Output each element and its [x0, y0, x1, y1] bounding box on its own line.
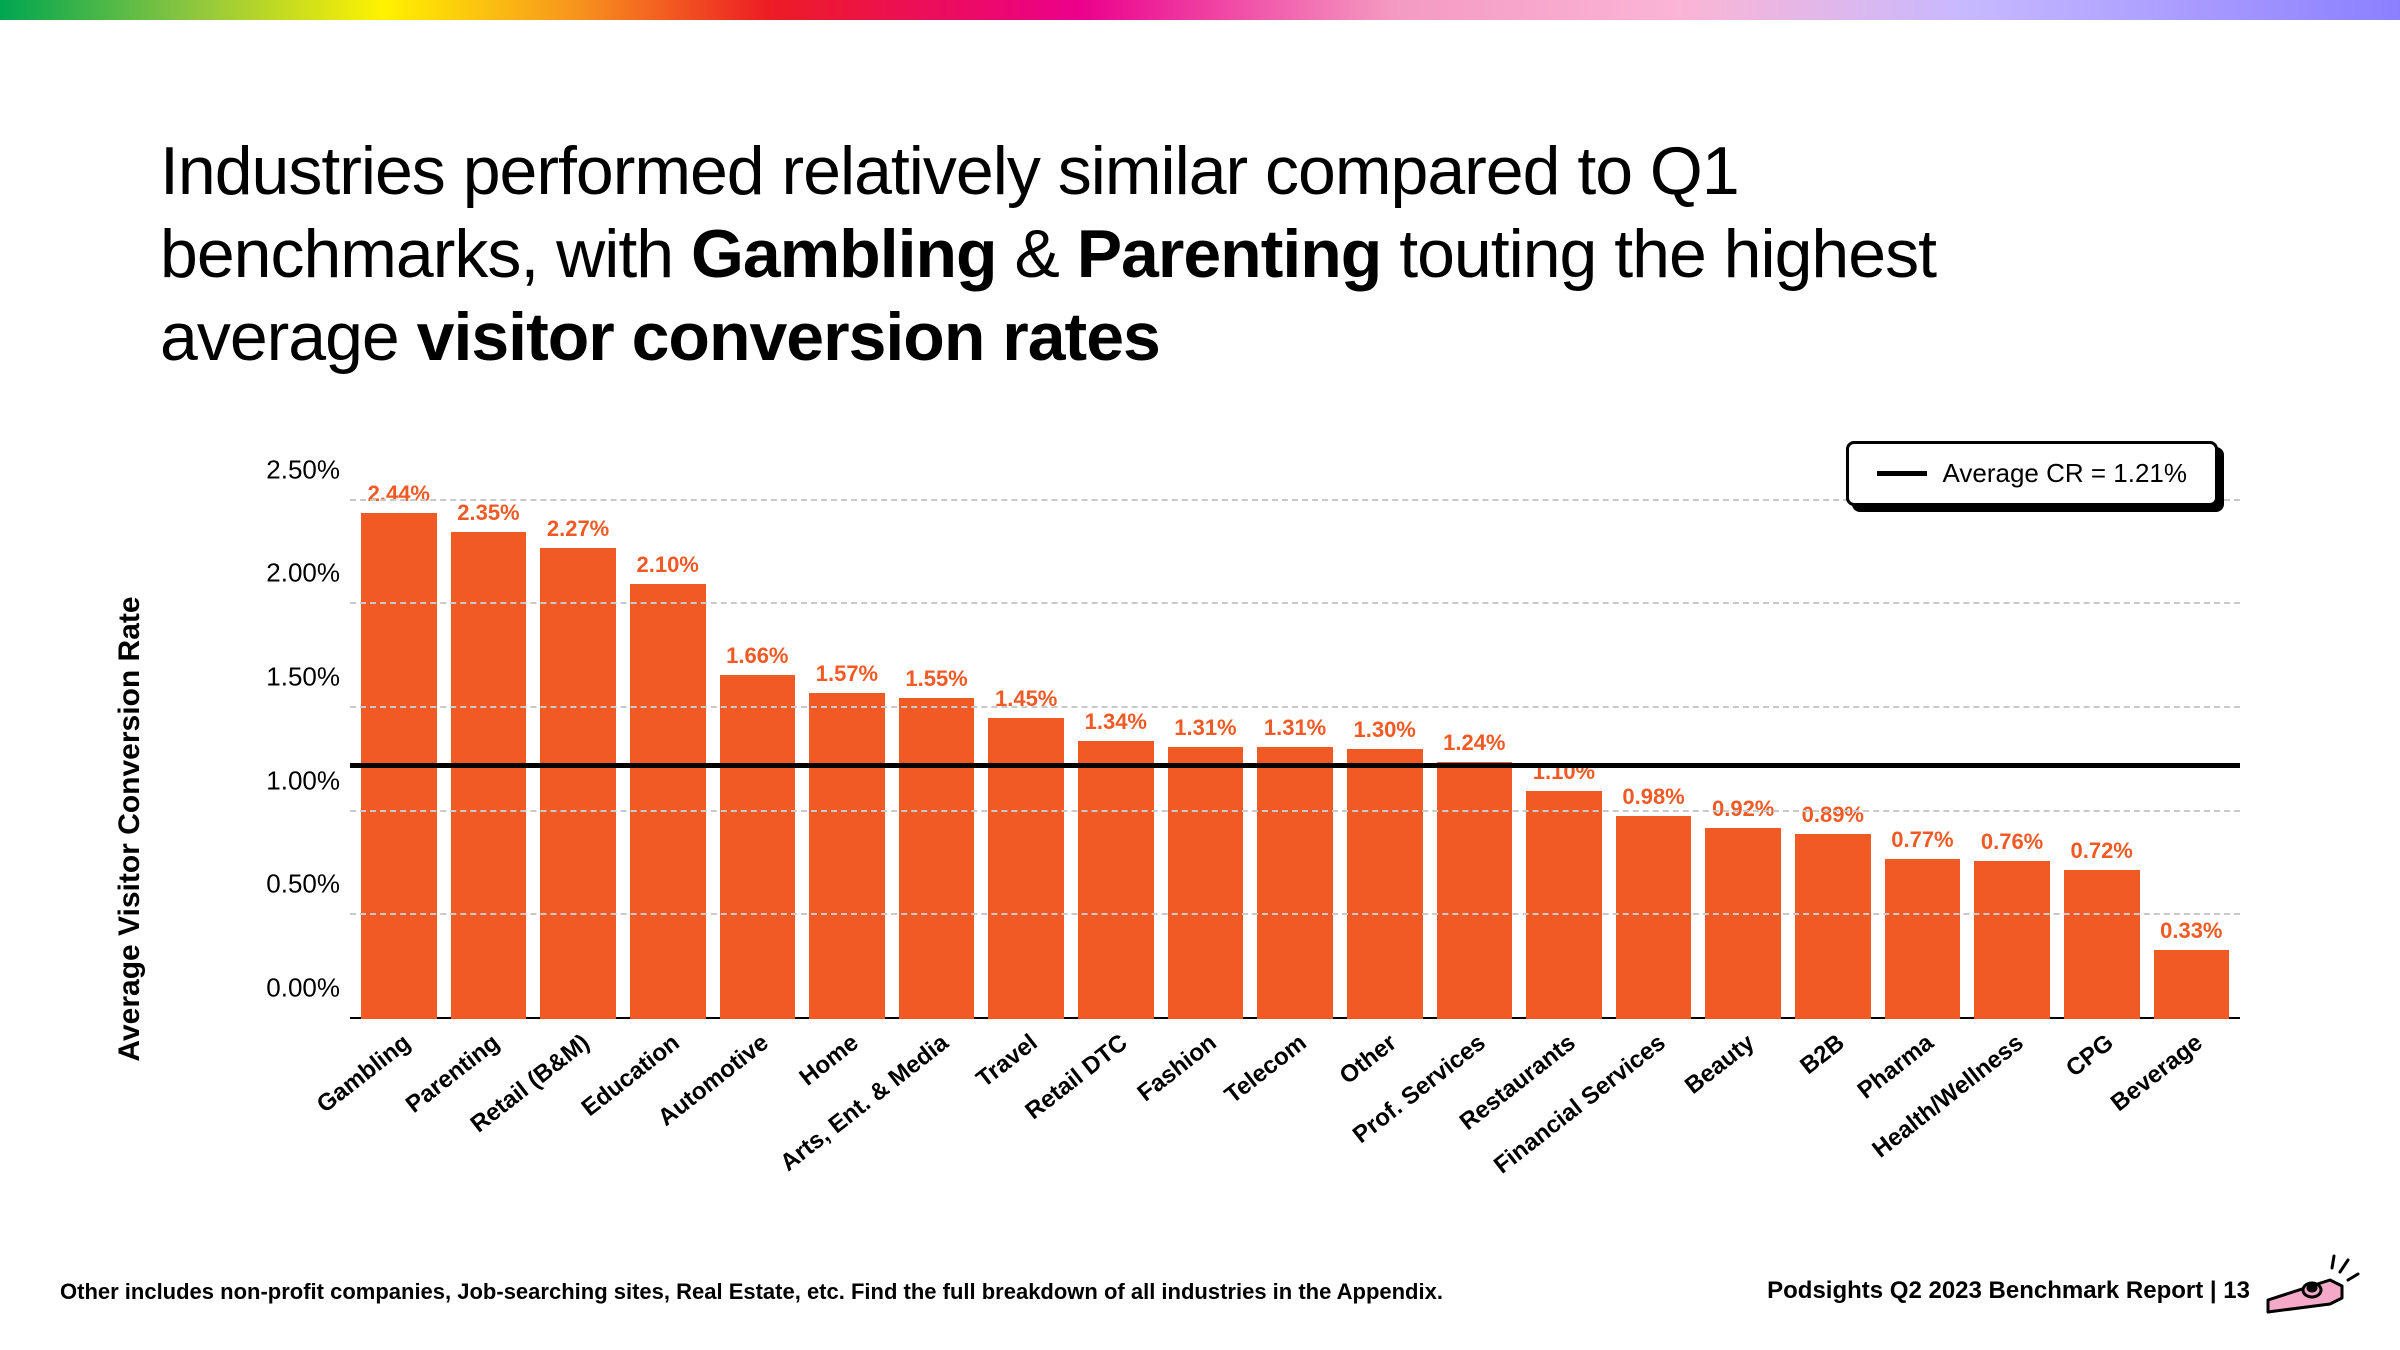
- x-axis-category-label: Travel: [972, 1029, 1044, 1094]
- x-label-slot: Beverage: [2151, 1029, 2233, 1189]
- bar: [1885, 859, 1961, 1019]
- legend-line-swatch: [1877, 471, 1927, 476]
- footnote-text: Other includes non-profit companies, Job…: [60, 1279, 1443, 1305]
- y-axis-title: Average Visitor Conversion Rate: [113, 596, 147, 1061]
- bar-slot: 0.89%: [1792, 449, 1874, 1019]
- bar-slot: 1.30%: [1344, 449, 1426, 1019]
- bar-slot: 0.76%: [1971, 449, 2053, 1019]
- x-label-slot: B2B: [1792, 1029, 1874, 1189]
- bar-value-label: 2.44%: [368, 481, 430, 507]
- bar: [2064, 870, 2140, 1019]
- bar: [1078, 741, 1154, 1019]
- x-label-slot: Fashion: [1165, 1029, 1247, 1189]
- bars-container: 2.44% 2.35% 2.27% 2.10% 1.66% 1.57% 1.55% 1.45%…: [350, 449, 2240, 1019]
- x-label-slot: Health/Wellness: [1971, 1029, 2053, 1189]
- slide-footer: Other includes non-profit companies, Job…: [60, 1277, 2340, 1305]
- bar-value-label: 1.57%: [816, 661, 878, 687]
- legend-text: Average CR = 1.21%: [1943, 458, 2188, 489]
- x-label-slot: Arts, Ent. & Media: [896, 1029, 978, 1189]
- bar-value-label: 1.34%: [1085, 709, 1147, 735]
- bar-slot: 2.10%: [627, 449, 709, 1019]
- y-tick-label: 1.00%: [230, 765, 340, 796]
- x-label-slot: Telecom: [1254, 1029, 1336, 1189]
- bar-slot: 1.66%: [717, 449, 799, 1019]
- y-tick-label: 0.50%: [230, 869, 340, 900]
- grid-line: [350, 706, 2240, 708]
- bar-value-label: 1.66%: [726, 643, 788, 669]
- bar: [2154, 950, 2230, 1018]
- y-tick-label: 2.00%: [230, 558, 340, 589]
- bar-slot: 0.92%: [1702, 449, 1784, 1019]
- bar-value-label: 0.89%: [1802, 802, 1864, 828]
- rainbow-accent-bar: [0, 0, 2400, 20]
- bar: [809, 693, 885, 1018]
- slide-heading: Industries performed relatively similar …: [160, 130, 2060, 379]
- slide-page: Industries performed relatively similar …: [0, 20, 2400, 1350]
- bar-value-label: 1.55%: [905, 666, 967, 692]
- bar: [720, 675, 796, 1019]
- bar-value-label: 0.72%: [2070, 838, 2132, 864]
- bar-slot: 0.72%: [2061, 449, 2143, 1019]
- plot-area: Average CR = 1.21% 2.44% 2.35% 2.27% 2.10% 1…: [350, 449, 2240, 1019]
- grid-line: [350, 913, 2240, 915]
- bar: [1616, 816, 1692, 1019]
- bar-slot: 1.31%: [1165, 449, 1247, 1019]
- bar: [1795, 834, 1871, 1018]
- bar: [899, 698, 975, 1019]
- bar-slot: 1.10%: [1523, 449, 1605, 1019]
- bar: [1705, 828, 1781, 1019]
- bar: [1168, 747, 1244, 1019]
- bar: [1257, 747, 1333, 1019]
- bar: [540, 548, 616, 1019]
- x-label-slot: Beauty: [1702, 1029, 1784, 1189]
- bar-value-label: 0.98%: [1622, 784, 1684, 810]
- grid-line: [350, 810, 2240, 812]
- grid-line: [350, 602, 2240, 604]
- bar-slot: 1.24%: [1434, 449, 1516, 1019]
- average-reference-line: [350, 763, 2240, 768]
- bar-value-label: 2.35%: [457, 500, 519, 526]
- bar-value-label: 1.30%: [1353, 717, 1415, 743]
- bar-slot: 2.44%: [358, 449, 440, 1019]
- bar-slot: 1.55%: [896, 449, 978, 1019]
- y-tick-label: 1.50%: [230, 661, 340, 692]
- bar-slot: 0.77%: [1882, 449, 1964, 1019]
- page-number: Podsights Q2 2023 Benchmark Report | 13: [1767, 1277, 2250, 1305]
- y-tick-label: 2.50%: [230, 454, 340, 485]
- x-axis-category-label: Gambling: [312, 1029, 416, 1119]
- x-label-slot: Financial Services: [1613, 1029, 1695, 1189]
- bar-slot: 1.57%: [806, 449, 888, 1019]
- x-label-slot: Retail DTC: [1075, 1029, 1157, 1189]
- bar-slot: 1.45%: [985, 449, 1067, 1019]
- y-tick-label: 0.00%: [230, 972, 340, 1003]
- bar-slot: 2.27%: [537, 449, 619, 1019]
- bar-value-label: 1.24%: [1443, 730, 1505, 756]
- bar-slot: 1.34%: [1075, 449, 1157, 1019]
- bar: [1526, 791, 1602, 1019]
- bar-value-label: 1.31%: [1264, 715, 1326, 741]
- x-axis-category-label: Home: [794, 1029, 864, 1092]
- x-axis-category-label: CPG: [2061, 1029, 2119, 1083]
- bar-value-label: 0.33%: [2160, 918, 2222, 944]
- bar-slot: 1.31%: [1254, 449, 1336, 1019]
- conversion-rate-chart: Average Visitor Conversion Rate Average …: [160, 449, 2240, 1209]
- bar-value-label: 2.27%: [547, 516, 609, 542]
- bar-slot: 2.35%: [448, 449, 530, 1019]
- bar: [630, 584, 706, 1019]
- bar-slot: 0.33%: [2151, 449, 2233, 1019]
- bar-slot: 0.98%: [1613, 449, 1695, 1019]
- bar-value-label: 1.31%: [1174, 715, 1236, 741]
- bar: [1347, 749, 1423, 1018]
- x-axis-labels: GamblingParentingRetail (B&M)EducationAu…: [350, 1029, 2240, 1189]
- x-axis-category-label: Other: [1334, 1029, 1402, 1090]
- bar: [451, 532, 527, 1019]
- chart-legend: Average CR = 1.21%: [1846, 441, 2219, 506]
- x-axis-category-label: B2B: [1795, 1029, 1850, 1081]
- bar-value-label: 2.10%: [636, 552, 698, 578]
- bar: [1437, 762, 1513, 1019]
- bar-value-label: 1.45%: [995, 686, 1057, 712]
- bar-value-label: 0.77%: [1891, 827, 1953, 853]
- bar: [1974, 861, 2050, 1019]
- bar-value-label: 0.76%: [1981, 829, 2043, 855]
